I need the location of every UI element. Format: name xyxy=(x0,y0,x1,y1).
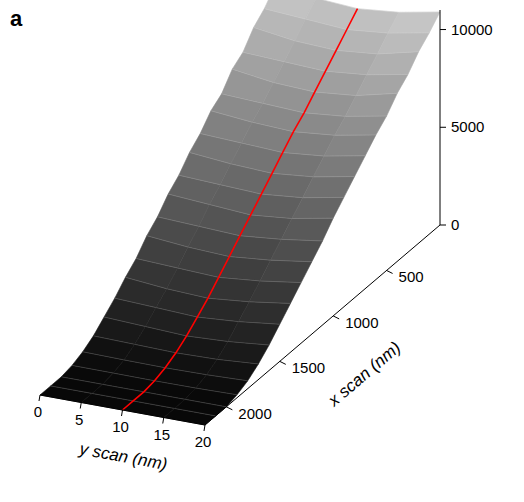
svg-text:5: 5 xyxy=(75,411,83,428)
svg-text:0: 0 xyxy=(34,403,42,420)
svg-text:10: 10 xyxy=(112,418,129,435)
svg-text:a: a xyxy=(10,6,23,31)
svg-text:1000: 1000 xyxy=(345,314,378,331)
svg-text:2000: 2000 xyxy=(238,405,271,422)
svg-text:15: 15 xyxy=(153,426,170,443)
svg-text:x scan (nm): x scan (nm) xyxy=(324,338,405,411)
svg-text:1500: 1500 xyxy=(292,359,325,376)
svg-text:20: 20 xyxy=(195,433,212,450)
svg-text:5000: 5000 xyxy=(451,118,484,135)
svg-text:0: 0 xyxy=(451,216,459,233)
svg-text:500: 500 xyxy=(399,268,424,285)
svg-text:y scan (nm): y scan (nm) xyxy=(77,439,169,474)
svg-text:10000: 10000 xyxy=(451,21,493,38)
